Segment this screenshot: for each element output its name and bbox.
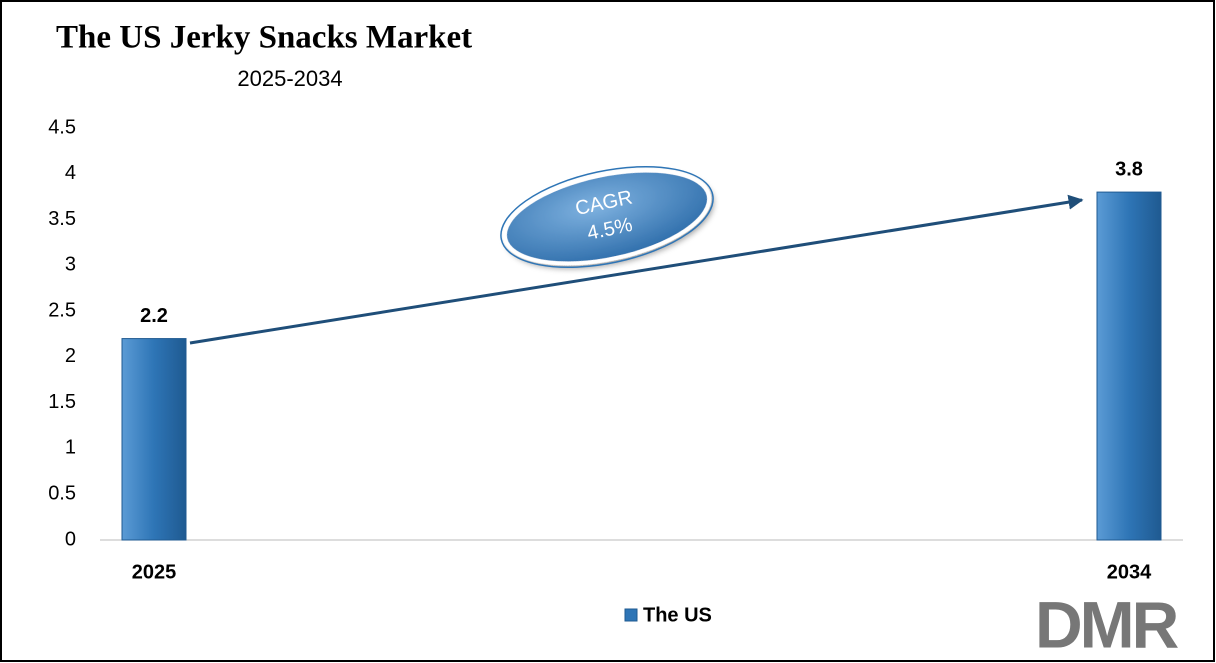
cagr-arrow <box>189 194 1084 345</box>
chart-title: The US Jerky Snacks Market <box>56 20 472 56</box>
y-tick-label: 1 <box>65 437 76 459</box>
cagr-ellipse <box>502 168 712 266</box>
y-tick-label: 1.5 <box>48 391 76 413</box>
y-tick-label: 0.5 <box>48 483 76 505</box>
cagr-badge <box>500 165 714 269</box>
x-tick-label: 2034 <box>1107 561 1152 583</box>
bar <box>121 338 187 541</box>
y-tick-label: 0 <box>65 528 76 550</box>
y-tick-label: 2 <box>65 345 76 367</box>
y-tick-label: 3.5 <box>48 208 76 230</box>
chart-subtitle: 2025-2034 <box>237 66 342 91</box>
legend-swatch <box>624 608 638 622</box>
bar <box>1096 191 1162 541</box>
legend-label: The US <box>643 604 712 626</box>
y-tick-label: 4 <box>65 162 76 184</box>
y-tick-label: 3 <box>65 254 76 276</box>
data-label: 3.8 <box>1115 158 1143 180</box>
logo: DMR <box>1035 587 1179 661</box>
cagr-outline <box>500 165 714 269</box>
data-label: 2.2 <box>140 305 168 327</box>
x-tick-label: 2025 <box>132 561 177 583</box>
y-tick-label: 2.5 <box>48 299 76 321</box>
y-tick-label: 4.5 <box>48 116 76 138</box>
